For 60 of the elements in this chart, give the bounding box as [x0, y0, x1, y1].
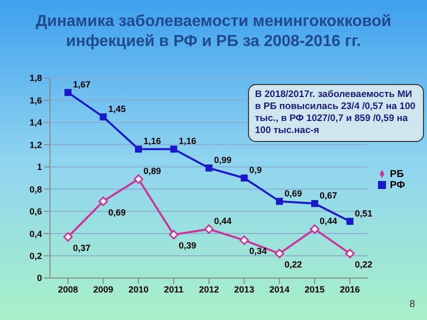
data-label: 0,44 [320, 216, 338, 226]
point [239, 235, 249, 245]
data-label: 1,67 [73, 79, 91, 90]
point [100, 113, 107, 120]
data-label: 0,69 [108, 207, 126, 218]
point [346, 218, 354, 225]
y-tick-label: 0,6 [29, 206, 42, 217]
point [205, 164, 212, 172]
point [240, 174, 248, 182]
x-tick-label: 2013 [234, 284, 254, 294]
data-label: 1,16 [178, 136, 196, 146]
data-label: 1,45 [108, 104, 126, 114]
data-label: 0,99 [214, 155, 232, 165]
legend-label: РБ [390, 169, 404, 180]
x-tick-label: 2008 [58, 284, 78, 294]
data-label: 0,44 [214, 216, 232, 226]
point [204, 224, 214, 234]
chart-title: Динамика заболеваемости менингококковой инфекцией в РФ и РБ за 2008-2016 гг. [34, 12, 392, 52]
data-label: 0,67 [320, 190, 338, 201]
data-label: 0,22 [354, 260, 372, 270]
point [311, 200, 318, 208]
data-label: 0,39 [178, 240, 196, 251]
x-tick-label: 2009 [93, 284, 114, 294]
x-tick-label: 2011 [164, 284, 184, 294]
point [134, 174, 144, 184]
legend-label: РФ [390, 180, 405, 191]
y-tick-label: 0 [36, 273, 42, 284]
point [134, 146, 142, 153]
y-tick-label: 1,8 [29, 73, 42, 84]
point [276, 198, 283, 205]
data-label: 0,89 [143, 166, 162, 176]
data-label: 0,37 [73, 242, 91, 253]
text: 8 [409, 299, 415, 310]
x-tick-label: 2012 [198, 284, 219, 294]
y-tick-label: 1,2 [29, 140, 42, 150]
data-label: 0,69 [284, 188, 302, 198]
point [345, 248, 355, 258]
point [63, 232, 73, 242]
data-label: 0,34 [249, 246, 267, 256]
x-tick-label: 2010 [128, 284, 148, 294]
y-tick-label: 0,2 [29, 250, 42, 261]
data-label: 0,22 [284, 260, 302, 270]
point [98, 196, 108, 206]
x-tick-label: 2015 [304, 284, 325, 294]
y-tick-label: 0,4 [29, 228, 42, 239]
data-label: 1,16 [143, 136, 162, 146]
point [170, 146, 178, 153]
point [274, 248, 284, 258]
data-label: 0,9 [249, 165, 262, 175]
y-tick-label: 1,4 [29, 118, 42, 128]
point [168, 230, 178, 240]
y-tick-label: 1 [36, 162, 42, 172]
annotation: В 2018/2017г. заболеваемость МИ в РБ повысилась 23/4 /0,57 на 100 тыс., в РФ 1027/0,7 и 859 /0,59 на 100 тыс.нас-я [248, 84, 424, 142]
y-tick-label: 1,6 [29, 95, 42, 106]
data-label: 0,51 [354, 208, 372, 218]
x-tick-label: 2014 [269, 284, 290, 294]
x-tick-label: 2016 [340, 284, 360, 294]
y-tick-label: 0,8 [29, 184, 42, 194]
point [310, 224, 320, 234]
point [64, 88, 72, 96]
